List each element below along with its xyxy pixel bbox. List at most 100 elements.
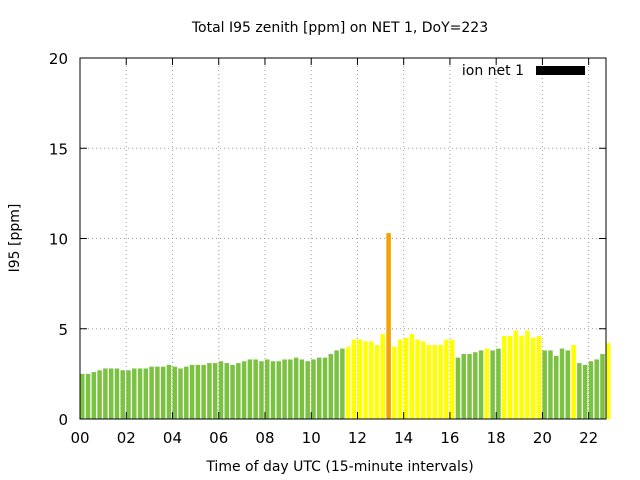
bar	[316, 357, 322, 419]
bar	[606, 343, 611, 419]
legend-label: ion net 1	[462, 63, 524, 79]
bar	[299, 359, 305, 419]
bar	[397, 339, 403, 419]
bar	[259, 361, 264, 419]
bar	[386, 233, 391, 419]
bar	[582, 364, 588, 419]
bar	[525, 330, 530, 419]
bar	[276, 361, 282, 419]
bar	[195, 364, 201, 419]
bar	[328, 354, 334, 419]
legend-swatch	[536, 66, 585, 75]
bar	[241, 361, 247, 419]
x-tick-label: 06	[209, 429, 228, 447]
bar	[600, 354, 605, 419]
bar	[501, 335, 507, 419]
bar	[444, 339, 449, 419]
bar	[496, 348, 501, 419]
bar	[461, 354, 466, 419]
bar	[571, 345, 576, 419]
bar	[126, 370, 131, 419]
bar	[490, 350, 495, 419]
bar	[155, 366, 160, 419]
y-tick-label: 5	[58, 321, 68, 339]
bar	[345, 346, 351, 419]
bar	[421, 341, 426, 419]
x-tick-label: 18	[487, 429, 506, 447]
bar	[178, 368, 183, 419]
bar	[224, 363, 230, 419]
bars	[80, 233, 611, 420]
bar	[97, 370, 102, 419]
bar	[218, 361, 224, 419]
y-tick-label: 20	[49, 50, 68, 68]
x-tick-label: 00	[70, 429, 89, 447]
bar	[143, 368, 149, 419]
bar	[132, 368, 137, 419]
bar	[184, 366, 189, 419]
bar	[293, 357, 299, 419]
bar	[264, 359, 270, 419]
x-tick-label: 20	[533, 429, 552, 447]
bar	[305, 361, 310, 419]
bar	[426, 345, 432, 419]
bar	[392, 346, 397, 419]
bar	[374, 345, 380, 419]
bar	[189, 364, 195, 419]
y-tick-label: 10	[49, 231, 68, 249]
y-tick-label: 0	[58, 411, 68, 429]
bar	[85, 373, 91, 420]
bar	[357, 339, 362, 419]
bar	[432, 345, 438, 419]
bar	[588, 361, 594, 419]
bar	[363, 341, 368, 419]
bar	[594, 359, 599, 419]
bar	[212, 363, 218, 419]
bar	[120, 370, 125, 419]
bar	[484, 348, 490, 419]
bar	[230, 364, 235, 419]
bar	[270, 361, 276, 419]
bar	[467, 354, 472, 419]
bar	[91, 372, 97, 419]
x-tick-label: 04	[163, 429, 182, 447]
bar	[507, 335, 513, 419]
grid-lines	[80, 58, 606, 419]
bar	[172, 366, 177, 419]
bar	[334, 350, 339, 419]
bar	[478, 350, 484, 419]
bar	[438, 345, 443, 419]
bar	[473, 352, 478, 419]
chart-title: Total I95 zenith [ppm] on NET 1, DoY=223	[191, 20, 488, 36]
bar	[409, 334, 414, 419]
x-tick-label: 16	[440, 429, 459, 447]
x-tick-label: 22	[579, 429, 598, 447]
bar	[80, 373, 85, 420]
bar	[559, 348, 565, 419]
bar	[340, 348, 345, 419]
bar	[513, 330, 519, 419]
bar	[351, 339, 357, 419]
x-tick-label: 12	[348, 429, 367, 447]
bar	[201, 364, 206, 419]
x-tick-label: 10	[302, 429, 321, 447]
bar	[103, 368, 108, 419]
x-tick-label: 02	[117, 429, 136, 447]
bar	[288, 359, 293, 419]
bar	[166, 364, 172, 419]
bar	[449, 339, 455, 419]
y-axis-label: I95 [ppm]	[7, 204, 23, 273]
bar	[311, 359, 316, 419]
bar	[380, 334, 386, 419]
bar	[137, 368, 143, 419]
bar	[247, 359, 253, 419]
bar	[542, 350, 547, 419]
bar	[536, 335, 542, 419]
bar	[149, 366, 154, 419]
bar	[160, 366, 166, 419]
ticks: 0 5 10 15 20 00 02 04 06 08 10 12 14 16 18 20 22	[49, 50, 606, 447]
bar	[415, 339, 420, 419]
bar	[403, 337, 409, 419]
bar	[108, 368, 114, 419]
